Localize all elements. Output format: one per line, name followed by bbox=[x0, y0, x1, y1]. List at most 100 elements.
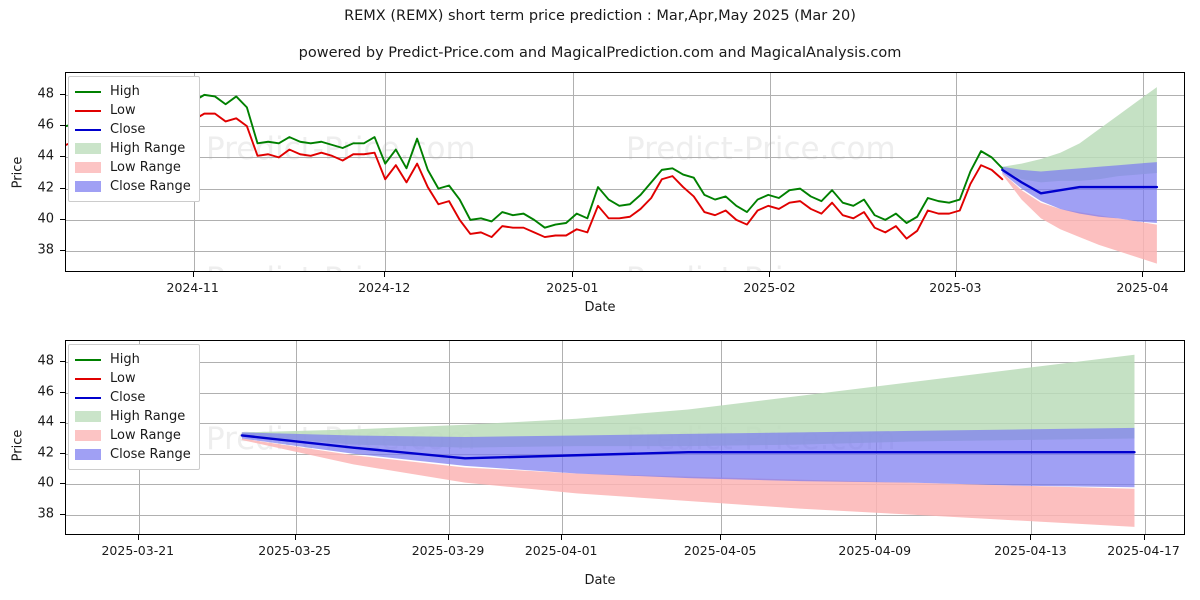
low-range-band bbox=[241, 438, 1135, 527]
gridline-horizontal bbox=[66, 157, 1184, 159]
ytick-mark bbox=[60, 452, 65, 454]
legend-item-label: High Range bbox=[110, 141, 186, 156]
legend-item-low[interactable]: Low bbox=[75, 101, 191, 120]
gridline-horizontal bbox=[66, 251, 1184, 253]
legend-patch-swatch bbox=[75, 143, 101, 154]
gridline-vertical bbox=[1144, 341, 1146, 534]
close-range-band bbox=[241, 427, 1135, 488]
legend-item-low-range[interactable]: Low Range bbox=[75, 426, 191, 445]
ytick-label: 46 bbox=[37, 384, 54, 400]
page-title: REMX (REMX) short term price prediction … bbox=[344, 8, 856, 24]
xtick-mark bbox=[955, 272, 957, 277]
legend-item-label: High bbox=[110, 352, 140, 367]
xtick-mark bbox=[294, 535, 296, 540]
bottom-chart-panel: Price 38 40 42 44 46 48 2025-03-21 2025-03-25 2… bbox=[0, 320, 1200, 600]
legend-line-swatch bbox=[75, 109, 101, 112]
xtick-label: 2024-12 bbox=[358, 280, 411, 295]
xtick-label: 2025-03 bbox=[929, 280, 982, 295]
bottom-chart-legend: High Low Close High Range Low Range Close Ran… bbox=[68, 344, 200, 470]
gridline-horizontal bbox=[66, 126, 1184, 128]
gridline-vertical bbox=[956, 73, 958, 271]
legend-item-label: Close Range bbox=[110, 447, 191, 462]
legend-line-swatch bbox=[75, 377, 101, 380]
legend-line-swatch bbox=[75, 128, 101, 131]
ytick-mark bbox=[60, 156, 65, 158]
gridline-vertical bbox=[385, 73, 387, 271]
ytick-mark bbox=[60, 391, 65, 393]
legend-item-high-range[interactable]: High Range bbox=[75, 407, 191, 426]
ytick-label: 38 bbox=[37, 506, 54, 522]
xtick-label: 2025-04-17 bbox=[1107, 543, 1180, 558]
ytick-label: 46 bbox=[37, 117, 54, 133]
top-chart-xlabel: Date bbox=[584, 300, 616, 315]
high-range-band bbox=[241, 354, 1135, 448]
top-chart-plot-area: Predict-Price.comPredict-Price.comPredic… bbox=[65, 72, 1185, 272]
ytick-mark bbox=[60, 513, 65, 515]
xtick-label: 2025-03-21 bbox=[101, 543, 175, 558]
ytick-mark bbox=[60, 483, 65, 485]
xtick-label: 2025-01 bbox=[546, 280, 599, 295]
legend-line-swatch bbox=[75, 90, 101, 93]
gridline-horizontal bbox=[66, 188, 1184, 190]
legend-item-high-range[interactable]: High Range bbox=[75, 139, 191, 158]
page-subtitle: powered by Predict-Price.com and Magical… bbox=[298, 45, 902, 61]
xtick-mark bbox=[572, 272, 574, 277]
xtick-mark bbox=[448, 535, 450, 540]
gridline-horizontal bbox=[66, 94, 1184, 96]
ytick-mark bbox=[60, 218, 65, 220]
gridline-vertical bbox=[770, 73, 772, 271]
ytick-mark bbox=[60, 250, 65, 252]
ytick-label: 42 bbox=[37, 180, 54, 196]
xtick-mark bbox=[1143, 535, 1145, 540]
bottom-chart-series-layer bbox=[240, 354, 1136, 527]
legend-item-high[interactable]: High bbox=[75, 350, 191, 369]
legend-item-label: Low bbox=[110, 103, 136, 118]
xtick-label: 2025-03-25 bbox=[258, 543, 331, 558]
xtick-mark bbox=[137, 535, 139, 540]
ytick-label: 42 bbox=[37, 445, 54, 461]
legend-item-label: High Range bbox=[110, 409, 186, 424]
legend-item-label: Close Range bbox=[110, 179, 191, 194]
xtick-mark bbox=[874, 535, 876, 540]
ytick-label: 38 bbox=[37, 242, 54, 258]
legend-item-label: Close bbox=[110, 390, 146, 405]
legend-item-low-range[interactable]: Low Range bbox=[75, 158, 191, 177]
top-chart-ylabel: Price bbox=[10, 156, 26, 189]
xtick-label: 2025-04-05 bbox=[683, 543, 757, 558]
xtick-mark bbox=[561, 535, 563, 540]
ytick-label: 40 bbox=[37, 211, 54, 227]
xtick-mark bbox=[384, 272, 386, 277]
legend-item-close-range[interactable]: Close Range bbox=[75, 177, 191, 196]
ytick-mark bbox=[60, 187, 65, 189]
legend-patch-swatch bbox=[75, 181, 101, 192]
legend-patch-swatch bbox=[75, 430, 101, 441]
legend-item-label: High bbox=[110, 84, 140, 99]
xtick-label: 2025-04-09 bbox=[838, 543, 912, 558]
legend-item-label: Low Range bbox=[110, 428, 181, 443]
legend-item-close-range[interactable]: Close Range bbox=[75, 445, 191, 464]
gridline-horizontal bbox=[66, 392, 1184, 394]
ytick-mark bbox=[60, 125, 65, 127]
low-price-line bbox=[66, 107, 1004, 240]
ytick-label: 44 bbox=[37, 414, 54, 430]
xtick-label: 2025-04 bbox=[1116, 280, 1169, 295]
ytick-label: 40 bbox=[37, 475, 54, 491]
xtick-mark bbox=[720, 535, 722, 540]
legend-item-close[interactable]: Close bbox=[75, 388, 191, 407]
gridline-horizontal bbox=[66, 514, 1184, 516]
xtick-label: 2025-04-01 bbox=[524, 543, 598, 558]
legend-item-low[interactable]: Low bbox=[75, 369, 191, 388]
legend-item-close[interactable]: Close bbox=[75, 120, 191, 139]
ytick-mark bbox=[60, 361, 65, 363]
legend-line-swatch bbox=[75, 396, 101, 399]
gridline-horizontal bbox=[66, 219, 1184, 221]
ytick-mark bbox=[60, 93, 65, 95]
xtick-mark bbox=[192, 272, 194, 277]
ytick-label: 48 bbox=[37, 353, 54, 369]
xtick-mark bbox=[1030, 535, 1032, 540]
legend-patch-swatch bbox=[75, 162, 101, 173]
legend-item-high[interactable]: High bbox=[75, 82, 191, 101]
legend-patch-swatch bbox=[75, 449, 101, 460]
